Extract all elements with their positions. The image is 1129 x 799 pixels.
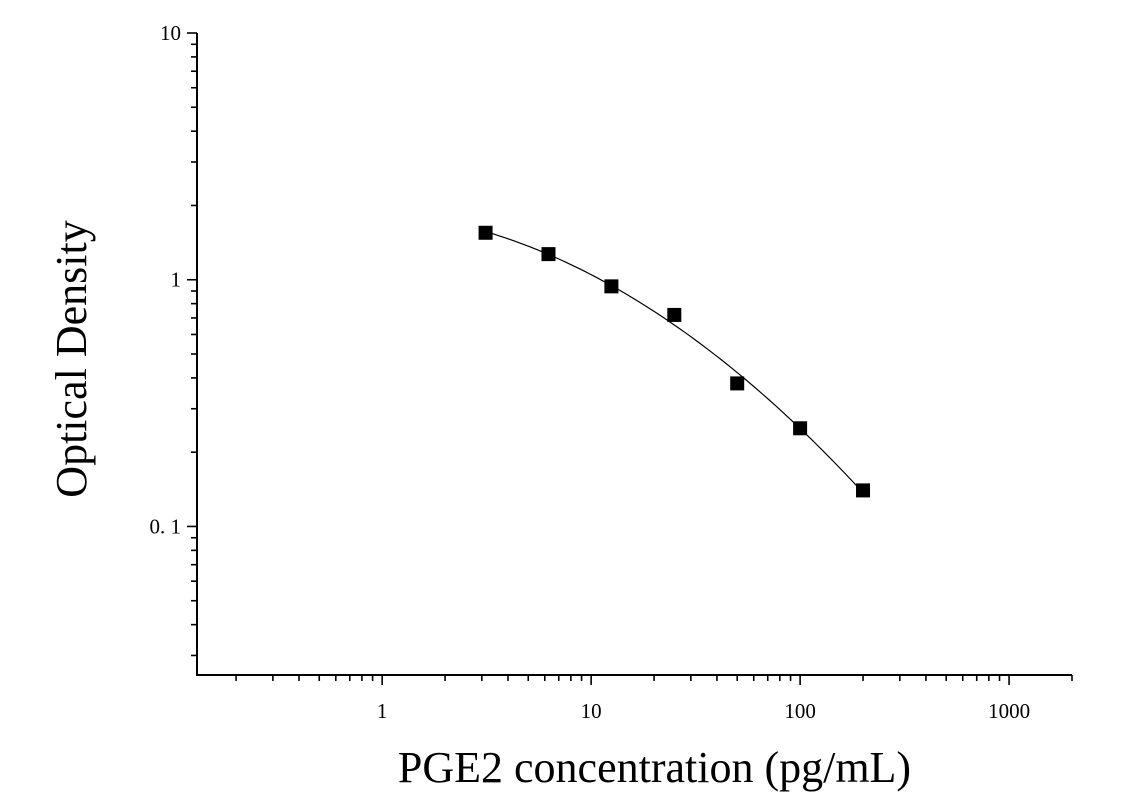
data-point [604, 279, 619, 294]
axes [196, 33, 1072, 676]
y-tick-label: 10 [160, 21, 181, 45]
y-tick-label: 1 [171, 268, 182, 292]
y-axis-title: Optical Density [47, 220, 96, 497]
data-point [667, 307, 682, 322]
x-tick-label: 100 [784, 699, 816, 723]
x-tick-label: 10 [581, 699, 602, 723]
x-tick-label: 1 [377, 699, 388, 723]
y-tick-label: 0. 1 [150, 514, 182, 538]
fit-curve [485, 231, 864, 494]
y-axis-ticks [187, 32, 197, 657]
x-tick-label: 1000 [988, 699, 1030, 723]
data-point [856, 483, 871, 498]
tick-labels: 0. 1 1 10 1 10 100 1000 [150, 21, 1031, 723]
data-points [478, 225, 871, 498]
x-axis-title: PGE2 concentration (pg/mL) [398, 743, 911, 792]
data-point [478, 225, 493, 240]
x-axis-ticks [235, 675, 1073, 685]
data-point [730, 376, 745, 391]
data-point [541, 247, 556, 262]
data-point [793, 421, 808, 436]
